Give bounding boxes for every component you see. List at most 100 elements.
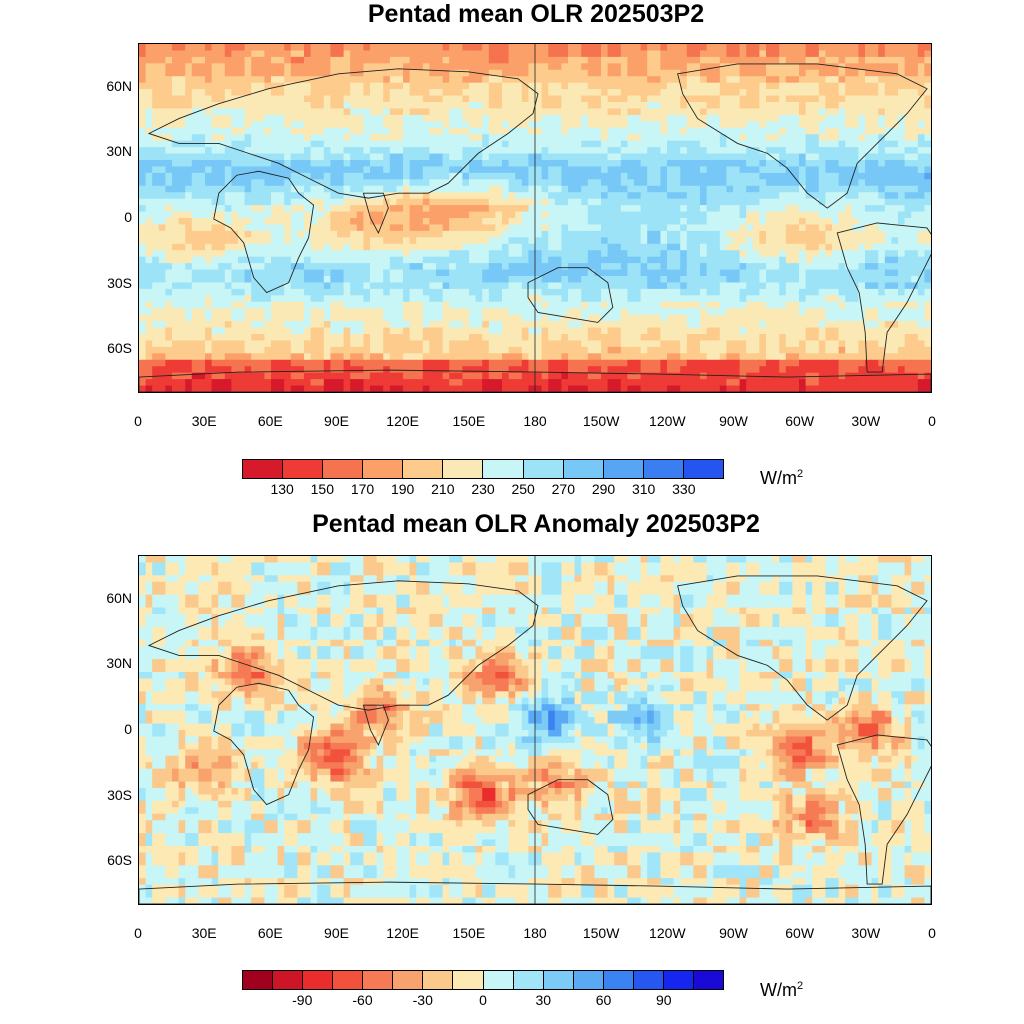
field-cell	[528, 89, 536, 97]
field-cell	[799, 95, 807, 103]
field-cell	[191, 153, 199, 161]
field-cell	[799, 301, 807, 309]
field-cell	[343, 295, 351, 303]
field-cell	[884, 114, 892, 122]
field-cell	[455, 237, 464, 245]
field-cell	[495, 250, 503, 258]
field-cell	[165, 147, 173, 155]
field-cell	[356, 275, 365, 284]
field-cell	[508, 275, 516, 284]
field-cell	[389, 179, 397, 187]
field-cell	[660, 127, 668, 135]
field-cell	[389, 172, 397, 180]
field-cell	[211, 237, 219, 245]
field-cell	[409, 147, 417, 155]
field-cell	[224, 114, 233, 122]
field-cell	[647, 256, 655, 264]
field-cell	[304, 95, 312, 103]
field-cell	[838, 82, 846, 90]
field-cell	[416, 198, 424, 206]
field-cell	[693, 282, 701, 290]
field-cell	[455, 82, 464, 90]
field-cell	[363, 263, 371, 271]
field-cell	[205, 82, 213, 90]
field-cell	[627, 179, 635, 187]
field-cell	[680, 153, 688, 161]
field-cell	[297, 211, 305, 219]
field-cell	[917, 56, 926, 64]
field-cell	[145, 308, 153, 316]
field-cell	[561, 127, 569, 135]
field-cell	[772, 192, 780, 200]
field-cell	[574, 140, 582, 148]
field-cell	[330, 160, 338, 168]
field-cell	[917, 192, 926, 200]
field-cell	[858, 282, 866, 290]
field-cell	[171, 205, 180, 213]
field-cell	[455, 121, 464, 129]
field-cell	[323, 308, 332, 316]
field-cell	[666, 256, 675, 264]
field-cell	[152, 275, 160, 284]
field-cell	[878, 134, 886, 142]
field-cell	[660, 288, 668, 296]
field-cell	[864, 121, 873, 129]
field-cell	[290, 114, 298, 122]
field-cell	[620, 211, 629, 219]
field-cell	[904, 230, 912, 238]
field-cell	[911, 237, 919, 245]
field-cell	[396, 44, 404, 52]
field-cell	[396, 166, 404, 174]
field-cell	[356, 192, 365, 200]
field-cell	[832, 95, 840, 103]
field-cell	[799, 218, 807, 226]
field-cell	[244, 288, 252, 296]
field-cell	[231, 256, 239, 264]
field-cell	[818, 140, 827, 148]
field-cell	[548, 218, 556, 226]
field-cell	[330, 211, 338, 219]
field-cell	[317, 166, 325, 174]
field-cell	[594, 160, 602, 168]
field-cell	[488, 147, 496, 155]
field-cell	[693, 237, 701, 245]
field-cell	[389, 185, 397, 193]
field-cell	[185, 224, 193, 232]
field-cell	[733, 192, 741, 200]
field-cell	[779, 44, 787, 52]
field-cell	[898, 95, 906, 103]
field-cell	[139, 192, 147, 200]
field-cell	[178, 63, 186, 71]
field-cell	[733, 89, 741, 97]
field-cell	[396, 263, 404, 271]
field-cell	[171, 69, 180, 77]
field-cell	[277, 160, 285, 168]
field-cell	[495, 44, 503, 52]
field-cell	[310, 153, 318, 161]
field-cell	[554, 250, 563, 258]
field-cell	[337, 134, 345, 142]
field-cell	[851, 282, 860, 290]
field-cell	[805, 230, 813, 238]
field-cell	[416, 256, 424, 264]
field-cell	[205, 179, 213, 187]
field-cell	[244, 179, 252, 187]
field-cell	[165, 69, 173, 77]
field-cell	[554, 256, 563, 264]
field-cell	[521, 218, 530, 226]
field-cell	[733, 166, 741, 174]
field-cell	[594, 275, 602, 284]
field-cell	[145, 192, 153, 200]
field-cell	[264, 282, 272, 290]
field-cell	[343, 243, 351, 251]
field-cell	[805, 301, 813, 309]
field-cell	[838, 179, 846, 187]
field-cell	[337, 288, 345, 296]
field-cell	[356, 250, 365, 258]
field-cell	[825, 243, 833, 251]
field-cell	[884, 121, 892, 129]
field-cell	[416, 63, 424, 71]
field-cell	[726, 166, 734, 174]
field-cell	[337, 218, 345, 226]
field-cell	[356, 295, 365, 303]
